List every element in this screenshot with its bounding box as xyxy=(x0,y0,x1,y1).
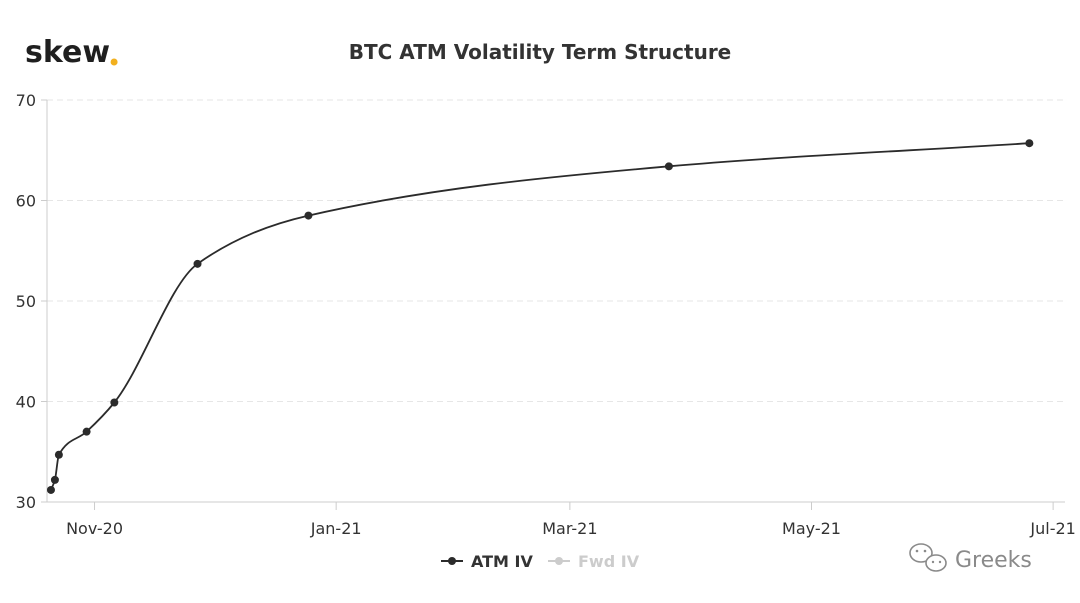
data-point-0-1[interactable] xyxy=(50,475,59,484)
logo-text: skew xyxy=(25,35,110,70)
data-point-0-4[interactable] xyxy=(110,398,119,407)
legend-fwd-iv-label: Fwd IV xyxy=(578,552,640,571)
legend-item-fwd-iv[interactable]: Fwd IV xyxy=(548,552,640,571)
data-point-0-7[interactable] xyxy=(664,162,673,171)
skew-logo: skew xyxy=(25,35,118,70)
wechat-icon xyxy=(909,543,947,572)
data-point-0-0[interactable] xyxy=(46,485,55,494)
legend: ATM IV Fwd IV xyxy=(441,552,640,571)
x-tick-label-1: Jan-21 xyxy=(310,519,362,538)
data-point-0-6[interactable] xyxy=(304,211,313,220)
chart-title: BTC ATM Volatility Term Structure xyxy=(349,40,732,64)
data-point-0-8[interactable] xyxy=(1025,139,1034,148)
watermark-text: Greeks xyxy=(955,548,1032,573)
y-tick-label-60: 60 xyxy=(16,192,36,211)
grid-lines xyxy=(47,99,1065,402)
y-tick-label-50: 50 xyxy=(16,292,36,311)
y-tick-label-30: 30 xyxy=(16,493,36,512)
series-line-0 xyxy=(50,142,1030,491)
legend-fwd-iv-marker xyxy=(555,557,563,565)
y-tick-label-40: 40 xyxy=(16,393,36,412)
legend-atm-iv-marker xyxy=(448,557,456,565)
y-tick-label-70: 70 xyxy=(16,91,36,110)
x-tick-label-4: Jul-21 xyxy=(1029,519,1075,538)
legend-item-atm-iv[interactable]: ATM IV xyxy=(441,552,534,571)
data-point-0-5[interactable] xyxy=(193,259,202,268)
y-axis-ticks: 30 40 50 60 70 xyxy=(16,91,47,512)
legend-atm-iv-label: ATM IV xyxy=(471,552,534,571)
x-tick-label-0: Nov-20 xyxy=(66,519,123,538)
logo-dot xyxy=(110,58,118,66)
x-tick-label-2: Mar-21 xyxy=(542,519,597,538)
x-axis-ticks: Nov-20 Jan-21 Mar-21 May-21 Jul-21 xyxy=(66,502,1076,538)
series-layer xyxy=(46,139,1034,494)
x-tick-label-3: May-21 xyxy=(782,519,841,538)
data-point-0-3[interactable] xyxy=(82,427,91,436)
data-point-0-2[interactable] xyxy=(54,450,63,459)
watermark: Greeks xyxy=(909,543,1032,573)
